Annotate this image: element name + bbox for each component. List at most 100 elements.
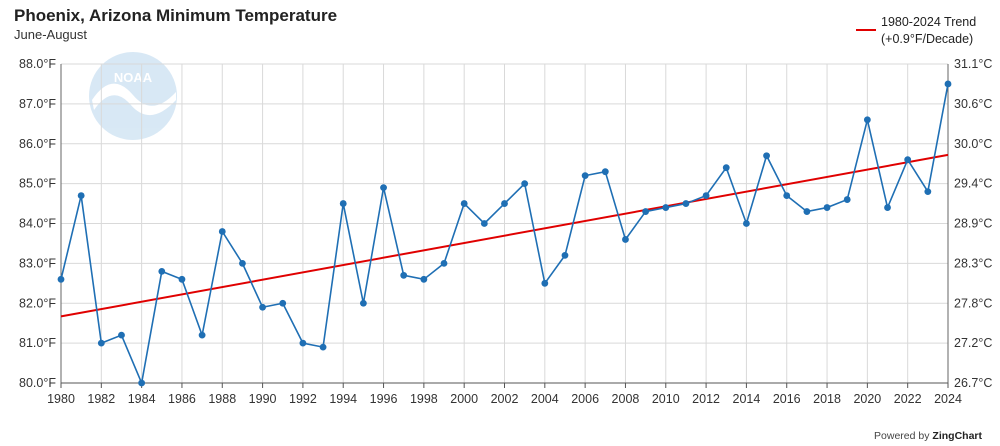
- data-point: [743, 220, 750, 227]
- data-point: [642, 208, 650, 215]
- data-point: [480, 220, 488, 227]
- data-point: [561, 252, 569, 259]
- y-tick-label-left: 88.0°F: [19, 57, 56, 71]
- trend-line: [60, 153, 949, 318]
- x-tick-label: 2012: [692, 392, 720, 406]
- x-tick-label: 1986: [168, 392, 196, 406]
- data-point: [239, 259, 246, 267]
- x-tick-label: 2018: [813, 392, 841, 406]
- x-tick-label: 2014: [733, 392, 761, 406]
- data-point: [97, 339, 105, 347]
- y-tick-label-right: 27.8°C: [954, 296, 992, 310]
- legend-trend-line1: 1980-2024 Trend: [881, 15, 977, 29]
- legend-trend-line2: (+0.9°F/Decade): [881, 32, 974, 46]
- data-point: [581, 172, 589, 180]
- y-tick-label-right: 28.9°C: [954, 217, 992, 231]
- x-tick-label: 1984: [128, 392, 156, 406]
- data-point: [138, 379, 146, 387]
- y-tick-label-right: 30.6°C: [954, 97, 992, 111]
- data-point: [924, 188, 932, 196]
- y-tick-label-left: 81.0°F: [19, 336, 56, 350]
- x-tick-label: 2024: [934, 392, 962, 406]
- y-tick-label-right: 28.3°C: [954, 256, 992, 270]
- y-tick-label-left: 84.0°F: [19, 217, 56, 231]
- data-point: [823, 204, 831, 211]
- data-point: [904, 156, 912, 164]
- x-tick-label: 2002: [491, 392, 519, 406]
- data-point: [662, 204, 670, 211]
- axes: 80.0°F 26.7°C 81.0°F 27.2°C 82.0°F 27.8°C 83.0…: [19, 57, 992, 406]
- data-point: [359, 299, 367, 307]
- x-tick-label: 2006: [571, 392, 599, 406]
- y-tick-label-left: 80.0°F: [19, 376, 56, 390]
- x-tick-label: 1998: [410, 392, 438, 406]
- x-tick-label: 2020: [853, 392, 881, 406]
- data-point: [682, 200, 690, 207]
- powered-by[interactable]: Powered by ZingChart: [874, 430, 982, 442]
- data-point: [601, 168, 609, 176]
- data-point: [259, 303, 266, 311]
- data-point: [158, 267, 166, 275]
- x-tick-label: 1980: [47, 392, 75, 406]
- data-point: [803, 208, 811, 215]
- data-point: [843, 196, 851, 203]
- data-point: [400, 271, 408, 279]
- y-tick-label-right: 30.0°C: [954, 137, 992, 151]
- data-point: [118, 331, 125, 339]
- chart-title: Phoenix, Arizona Minimum Temperature: [14, 6, 338, 25]
- data-point: [702, 192, 710, 199]
- y-tick-label-right: 29.4°C: [954, 177, 992, 191]
- x-tick-label: 2008: [612, 392, 640, 406]
- data-point: [198, 331, 206, 339]
- zingchart-brand[interactable]: ZingChart: [932, 430, 982, 442]
- data-point: [541, 279, 549, 287]
- y-tick-label-left: 83.0°F: [19, 256, 56, 270]
- noaa-logo-watermark: NOAA: [89, 52, 177, 140]
- data-point: [339, 200, 347, 207]
- data-point: [521, 180, 529, 188]
- data-point: [178, 275, 186, 283]
- x-tick-label: 2016: [773, 392, 801, 406]
- y-tick-label-left: 86.0°F: [19, 137, 56, 151]
- data-point: [763, 152, 770, 160]
- x-tick-label: 1982: [87, 392, 115, 406]
- x-tick-label: 2010: [652, 392, 680, 406]
- x-tick-label: 1988: [208, 392, 236, 406]
- data-point: [460, 200, 468, 207]
- x-tick-label: 2004: [531, 392, 559, 406]
- y-tick-label-left: 82.0°F: [19, 296, 56, 310]
- data-point: [299, 339, 307, 347]
- data-point: [722, 164, 730, 172]
- y-tick-label-left: 87.0°F: [19, 97, 56, 111]
- y-tick-label-right: 26.7°C: [954, 376, 992, 390]
- data-point: [77, 192, 85, 199]
- data-point: [279, 299, 287, 307]
- chart-subtitle: June-August: [14, 27, 87, 42]
- x-tick-label: 2022: [894, 392, 922, 406]
- y-tick-label-right: 31.1°C: [954, 57, 992, 71]
- data-point: [440, 259, 448, 267]
- grid: [60, 63, 949, 384]
- y-tick-label-left: 85.0°F: [19, 177, 56, 191]
- data-point: [944, 80, 952, 88]
- data-point: [380, 184, 387, 192]
- x-tick-label: 1994: [329, 392, 357, 406]
- series-layer: [57, 80, 952, 387]
- data-point: [218, 228, 226, 235]
- data-point: [884, 204, 891, 211]
- data-point: [622, 236, 629, 243]
- data-point: [319, 343, 327, 351]
- data-point: [863, 116, 871, 124]
- x-tick-label: 1992: [289, 392, 317, 406]
- x-tick-label: 1990: [249, 392, 277, 406]
- data-point: [501, 200, 508, 207]
- data-point: [783, 192, 791, 199]
- legend-trend-label: 1980-2024 Trend (+0.9°F/Decade): [881, 14, 1000, 48]
- powered-by-text: Powered by: [874, 430, 930, 442]
- data-point: [57, 275, 65, 283]
- data-point: [420, 275, 428, 283]
- legend-trend-swatch: [856, 29, 876, 31]
- y-tick-label-right: 27.2°C: [954, 336, 992, 350]
- noaa-logo-text: NOAA: [114, 70, 153, 85]
